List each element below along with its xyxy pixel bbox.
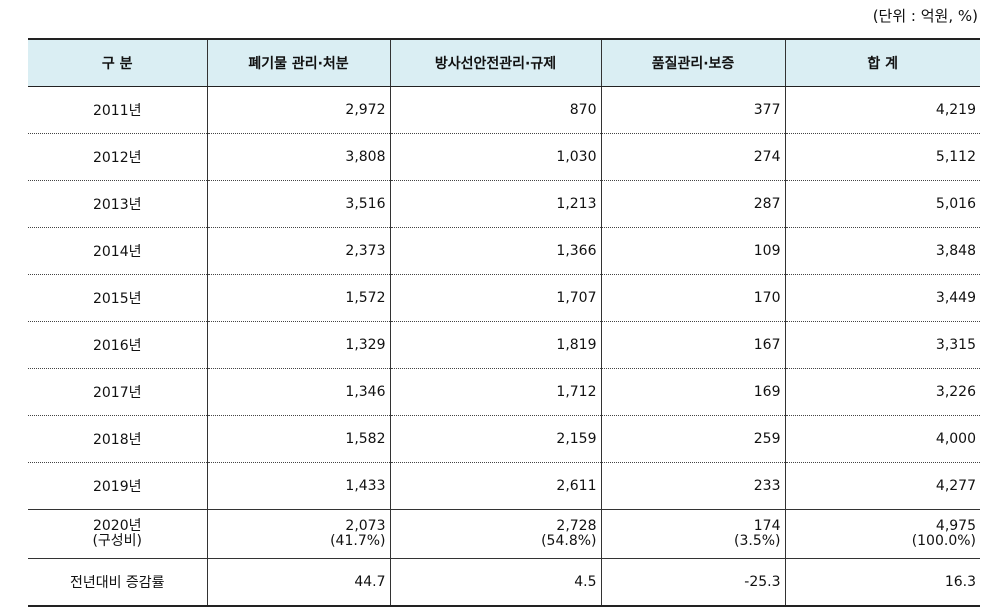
table-row: 2017년 1,346 1,712 169 3,226 xyxy=(28,368,980,416)
cell-line: 4,975 xyxy=(935,518,976,534)
table-cell: 1,819 xyxy=(389,321,601,369)
cell-line: 2020년 xyxy=(92,518,142,534)
cell-line: 174 xyxy=(753,518,781,534)
table-row: 2016년 1,329 1,819 167 3,315 xyxy=(28,321,980,369)
table-cell: 2012년 xyxy=(28,133,207,181)
header-cell: 품질관리·보증 xyxy=(600,38,785,87)
table-cell: 1,712 xyxy=(389,368,601,416)
table-cell: 1,030 xyxy=(389,133,601,181)
table-cell: 4,975 (100.0%) xyxy=(784,509,980,559)
table-cell: 377 xyxy=(600,86,785,134)
table-cell: 2015년 xyxy=(28,274,207,322)
header-cell: 합 계 xyxy=(784,38,980,87)
cell-line: 2,728 xyxy=(556,518,597,534)
table-cell: 2,728 (54.8%) xyxy=(389,509,601,559)
cell-line: (3.5%) xyxy=(734,533,781,549)
table-cell: 5,112 xyxy=(784,133,980,181)
table-cell: 2011년 xyxy=(28,86,207,134)
table-row: 2011년 2,972 870 377 4,219 xyxy=(28,86,980,134)
unit-note: (단위 : 억원, %) xyxy=(872,7,978,25)
table-cell: 2017년 xyxy=(28,368,207,416)
table-cell: 3,449 xyxy=(784,274,980,322)
header-cell: 구 분 xyxy=(28,38,207,87)
table-cell: 167 xyxy=(600,321,785,369)
table-cell: 2,611 xyxy=(389,462,601,510)
cell-line: (100.0%) xyxy=(911,533,976,549)
cell-line: 2,073 xyxy=(345,518,386,534)
table-cell: 3,808 xyxy=(206,133,390,181)
table-cell: 16.3 xyxy=(784,558,980,607)
header-row: 구 분 폐기물 관리·처분 방사선안전관리·규제 품질관리·보증 합 계 xyxy=(28,38,980,87)
table-cell: 1,366 xyxy=(389,227,601,275)
table-cell: 109 xyxy=(600,227,785,275)
table-cell: 2,159 xyxy=(389,415,601,463)
table-cell: 169 xyxy=(600,368,785,416)
table-cell: 3,226 xyxy=(784,368,980,416)
table-cell: 2019년 xyxy=(28,462,207,510)
table-cell: 3,848 xyxy=(784,227,980,275)
table-cell: 4,219 xyxy=(784,86,980,134)
table-cell: 174 (3.5%) xyxy=(600,509,785,559)
table-row: 2019년 1,433 2,611 233 4,277 xyxy=(28,462,980,510)
table-cell: 2,073 (41.7%) xyxy=(206,509,390,559)
table-cell: 2,373 xyxy=(206,227,390,275)
table-cell: 전년대비 증감률 xyxy=(28,558,207,607)
table-cell: 2016년 xyxy=(28,321,207,369)
table-cell: 4,000 xyxy=(784,415,980,463)
cell-line: (54.8%) xyxy=(541,533,597,549)
table-cell: 1,582 xyxy=(206,415,390,463)
table-row: 2014년 2,373 1,366 109 3,848 xyxy=(28,227,980,275)
table-cell: 5,016 xyxy=(784,180,980,228)
table-cell: 3,315 xyxy=(784,321,980,369)
table-cell: 1,572 xyxy=(206,274,390,322)
table-row: 2013년 3,516 1,213 287 5,016 xyxy=(28,180,980,228)
table-cell: 170 xyxy=(600,274,785,322)
cell-line: (41.7%) xyxy=(330,533,386,549)
table-row: 2020년 (구성비) 2,073 (41.7%) 2,728 (54.8%) 174 (3.… xyxy=(28,509,980,559)
header-cell: 폐기물 관리·처분 xyxy=(206,38,390,87)
table-cell: 2018년 xyxy=(28,415,207,463)
table-cell: 870 xyxy=(389,86,601,134)
table-cell: 1,213 xyxy=(389,180,601,228)
table-cell: 1,707 xyxy=(389,274,601,322)
table-cell: 287 xyxy=(600,180,785,228)
table-row: 2018년 1,582 2,159 259 4,000 xyxy=(28,415,980,463)
table-cell: 259 xyxy=(600,415,785,463)
table-row: 전년대비 증감률 44.7 4.5 -25.3 16.3 xyxy=(28,558,980,607)
table-cell: 274 xyxy=(600,133,785,181)
cell-line: (구성비) xyxy=(92,533,143,549)
table-row: 2015년 1,572 1,707 170 3,449 xyxy=(28,274,980,322)
table-cell: -25.3 xyxy=(600,558,785,607)
table-cell: 4.5 xyxy=(389,558,601,607)
table-cell: 4,277 xyxy=(784,462,980,510)
table-cell: 233 xyxy=(600,462,785,510)
table-cell: 2020년 (구성비) xyxy=(28,509,207,559)
data-table: 구 분 폐기물 관리·처분 방사선안전관리·규제 품질관리·보증 합 계 2011년 2,… xyxy=(28,38,980,607)
table-cell: 2013년 xyxy=(28,180,207,228)
table-cell: 2,972 xyxy=(206,86,390,134)
table-cell: 2014년 xyxy=(28,227,207,275)
header-cell: 방사선안전관리·규제 xyxy=(389,38,601,87)
table-cell: 1,329 xyxy=(206,321,390,369)
table-cell: 1,346 xyxy=(206,368,390,416)
table-row: 2012년 3,808 1,030 274 5,112 xyxy=(28,133,980,181)
table-cell: 3,516 xyxy=(206,180,390,228)
table-body: 2011년 2,972 870 377 4,219 2012년 3,808 1,030 274 5… xyxy=(28,86,980,607)
table-cell: 44.7 xyxy=(206,558,390,607)
table-cell: 1,433 xyxy=(206,462,390,510)
